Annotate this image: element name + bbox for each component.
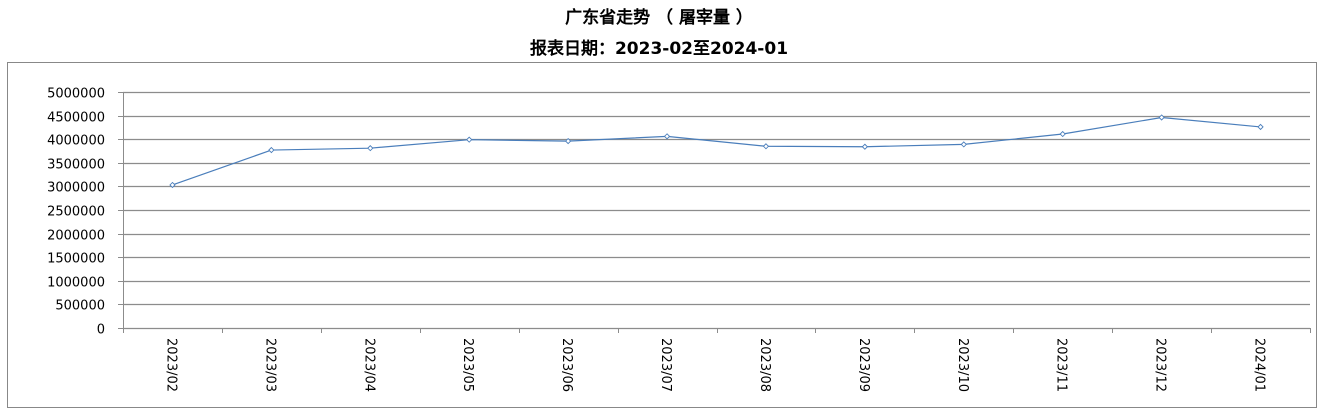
data-point bbox=[762, 143, 770, 150]
data-point bbox=[466, 136, 473, 143]
y-tick-label: 1500000 bbox=[47, 252, 105, 267]
y-tick-label: 4000000 bbox=[47, 134, 105, 149]
x-tick-label: 2023/07 bbox=[658, 338, 673, 392]
x-tick-label: 2023/05 bbox=[460, 338, 475, 392]
x-tick-label: 2023/04 bbox=[361, 338, 376, 392]
data-point bbox=[169, 181, 176, 189]
y-tick-label: 2000000 bbox=[47, 229, 105, 244]
y-tick-label: 4500000 bbox=[47, 111, 105, 126]
chart-subtitle: 报表日期：2023-02至2024-01 bbox=[529, 39, 789, 59]
y-tick-label: 3500000 bbox=[47, 158, 105, 173]
x-tick-label: 2023/09 bbox=[856, 338, 871, 392]
y-tick-label: 0 bbox=[97, 323, 105, 338]
data-point bbox=[861, 143, 869, 150]
x-tick-label: 2023/11 bbox=[1054, 338, 1069, 392]
y-tick-label: 5000000 bbox=[47, 87, 105, 102]
x-tick-label: 2023/08 bbox=[757, 338, 772, 392]
x-tick-label: 2024/01 bbox=[1252, 338, 1267, 392]
data-point bbox=[1257, 123, 1264, 131]
data-point bbox=[960, 141, 967, 148]
data-point bbox=[1158, 114, 1165, 121]
y-tick-label: 3000000 bbox=[47, 181, 105, 196]
series-line bbox=[172, 116, 1261, 186]
x-tick-label: 2023/02 bbox=[163, 338, 178, 392]
data-point bbox=[268, 146, 275, 154]
x-tick-label: 2023/06 bbox=[559, 338, 574, 392]
chart-title: 广东省走势 （ 屠宰量 ） bbox=[565, 8, 753, 28]
y-tick-label: 500000 bbox=[55, 299, 105, 314]
data-point bbox=[1059, 130, 1066, 138]
y-tick-label: 1000000 bbox=[47, 276, 105, 291]
x-tick-label: 2023/03 bbox=[262, 338, 277, 392]
data-point bbox=[367, 145, 374, 152]
data-point bbox=[564, 137, 572, 145]
x-tick-label: 2023/12 bbox=[1153, 338, 1168, 392]
x-tick-label: 2023/10 bbox=[955, 338, 970, 392]
data-point bbox=[663, 133, 671, 140]
y-tick-label: 2500000 bbox=[47, 205, 105, 220]
